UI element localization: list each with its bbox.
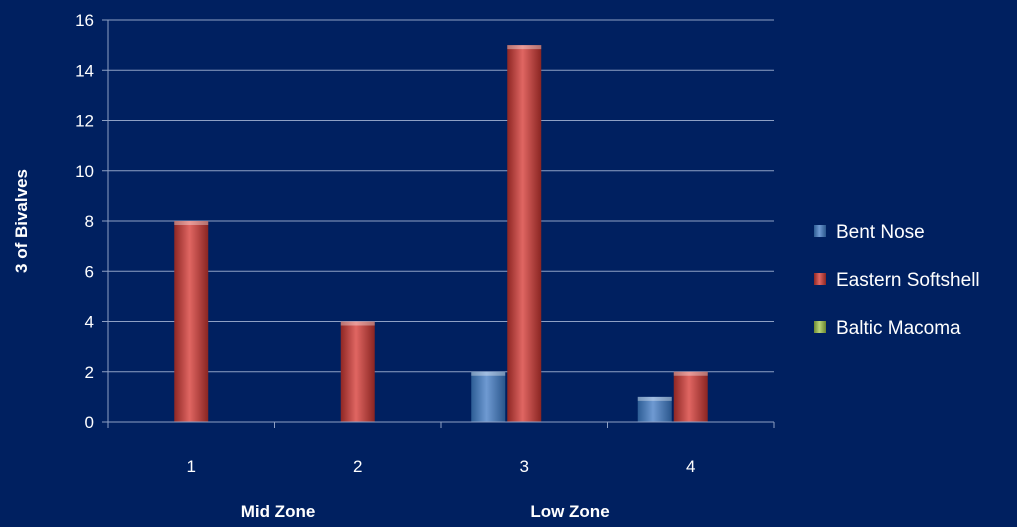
legend-item-eastern-softshell: Eastern Softshell <box>814 270 980 291</box>
bar-body <box>507 45 542 422</box>
y-tick-label-4: 4 <box>85 313 94 332</box>
x-tick-label-3: 3 <box>520 457 529 476</box>
y-tick-label-14: 14 <box>75 61 94 80</box>
bar-top-highlight <box>340 321 375 326</box>
bar-top-highlight <box>637 396 672 401</box>
bar-top-highlight <box>507 45 542 50</box>
x-tick-label-1: 1 <box>187 457 196 476</box>
y-tick-label-16: 16 <box>75 11 94 30</box>
bar-eastern-softshell-1 <box>174 221 209 422</box>
x-tick-label-2: 2 <box>353 457 362 476</box>
legend: Bent Nose Eastern Softshell Baltic Macoma <box>814 222 980 339</box>
group-label-low-zone: Low Zone <box>530 502 609 521</box>
y-tick-label-10: 10 <box>75 162 94 181</box>
y-tick-label-12: 12 <box>75 112 94 131</box>
legend-swatch <box>814 225 826 237</box>
bar-top-highlight <box>673 371 708 376</box>
x-axis-ticks: 1 2 3 4 <box>107 422 775 476</box>
bar-body <box>340 321 375 422</box>
legend-swatch <box>814 273 826 285</box>
bar-body <box>174 221 209 422</box>
x-tick-label-4: 4 <box>686 457 695 476</box>
y-axis-ticks: 0 2 4 6 8 10 12 14 16 <box>75 11 108 432</box>
bar-body <box>471 371 506 422</box>
bar-top-highlight <box>174 221 209 225</box>
y-axis-title: 3 of Bivalves <box>12 169 31 273</box>
legend-label: Baltic Macoma <box>836 318 961 339</box>
legend-label: Bent Nose <box>836 222 925 243</box>
bar-bent-nose-4 <box>637 396 672 422</box>
bar-top-highlight <box>471 371 506 376</box>
gridlines <box>108 19 774 423</box>
bar-body <box>637 396 672 422</box>
legend-item-baltic-macoma: Baltic Macoma <box>814 318 961 339</box>
bar-eastern-softshell-2 <box>340 321 375 422</box>
legend-label: Eastern Softshell <box>836 270 980 291</box>
legend-item-bent-nose: Bent Nose <box>814 222 925 243</box>
bar-bent-nose-3 <box>471 371 506 422</box>
bars <box>174 45 708 422</box>
y-tick-label-0: 0 <box>85 413 94 432</box>
bar-body <box>673 371 708 422</box>
bar-eastern-softshell-4 <box>673 371 708 422</box>
bar-eastern-softshell-3 <box>507 45 542 422</box>
y-tick-label-2: 2 <box>85 363 94 382</box>
group-label-mid-zone: Mid Zone <box>241 502 316 521</box>
y-tick-label-6: 6 <box>85 262 94 281</box>
legend-swatch <box>814 321 826 333</box>
y-tick-label-8: 8 <box>85 212 94 231</box>
